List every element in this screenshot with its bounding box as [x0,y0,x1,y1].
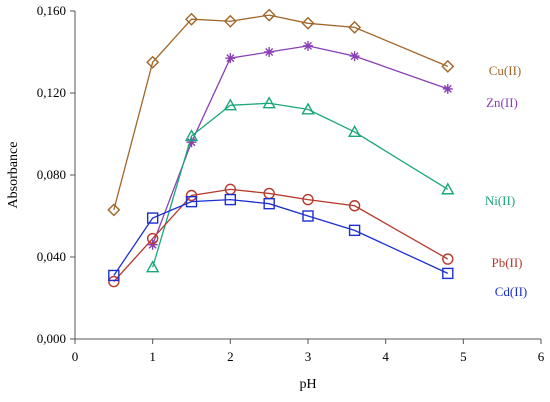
series-layer [107,8,455,288]
data-point-pbii [348,200,361,212]
data-point-cuii [301,16,315,30]
data-point-niii [301,102,315,115]
y-tick-label: 0,160 [37,3,66,18]
series-label-pbii: Pb(II) [491,255,522,270]
series-label-niii: Ni(II) [485,193,515,208]
x-tick-label: 6 [538,349,545,364]
data-point-znii [225,53,236,64]
y-tick-label: 0,000 [37,331,66,346]
x-tick-label: 2 [227,349,234,364]
data-point-niii [223,98,238,111]
data-point-pbii [146,232,159,245]
data-point-niii [441,182,455,195]
data-point-znii [147,239,158,250]
series-line-pbii [113,188,449,283]
data-point-znii [186,137,197,148]
data-point-pbii [185,189,198,202]
data-point-cuii [223,14,237,28]
x-tick-label: 5 [460,349,467,364]
data-point-cdii [185,195,198,208]
data-point-pbii [442,253,454,265]
data-point-znii [349,51,360,62]
series-niii [145,96,455,273]
series-label-cdii: Cd(II) [495,284,528,299]
x-tick-label: 0 [72,349,79,364]
data-point-cuii [441,59,455,73]
x-tick-label: 1 [149,349,156,364]
series-label-znii: Zn(II) [486,95,518,110]
data-point-pbii [302,193,314,206]
data-point-niii [145,260,160,273]
series-line-znii [152,45,449,245]
data-point-cdii [263,197,275,210]
data-point-cuii [146,55,160,69]
data-point-cdii [348,224,361,237]
data-point-cdii [146,212,159,224]
series-pbii [108,183,454,288]
y-axis-title: Absorbance [6,142,21,209]
data-point-znii [442,83,453,94]
x-axis-title: pH [299,377,316,392]
data-point-niii [347,125,362,138]
series-label-cuii: Cu(II) [489,63,522,78]
series-line-cdii [113,198,449,276]
series-line-niii [152,102,449,268]
series-cdii [108,193,454,282]
series-labels: Cu(II) Zn(II) Ni(II) Pb(II) Cd(II) [485,63,527,299]
data-point-niii [262,96,276,109]
data-point-cdii [442,267,454,280]
y-tick-label: 0,040 [37,249,66,264]
data-point-niii [184,129,199,142]
series-cuii [107,8,455,217]
data-point-cuii [348,20,362,34]
data-point-cdii [302,210,314,222]
data-point-znii [264,47,275,57]
data-point-cdii [108,269,120,282]
y-tick-label: 0,120 [37,85,66,100]
x-ticks: 0 1 2 3 4 5 6 [72,339,545,364]
data-point-znii [303,40,313,51]
data-point-pbii [108,275,120,288]
data-point-cuii [185,12,198,26]
data-point-cdii [224,193,237,206]
data-point-cuii [262,8,276,22]
series-znii [147,40,453,250]
data-point-cuii [107,203,121,217]
axes: 0 1 2 3 4 5 6 0,000 0,040 0,080 0,120 0,160 [37,3,545,364]
x-tick-label: 3 [305,349,312,364]
y-tick-label: 0,080 [37,167,66,182]
series-line-cuii [113,14,449,211]
y-ticks: 0,000 0,040 0,080 0,120 0,160 [37,3,75,346]
x-tick-label: 4 [382,349,389,364]
